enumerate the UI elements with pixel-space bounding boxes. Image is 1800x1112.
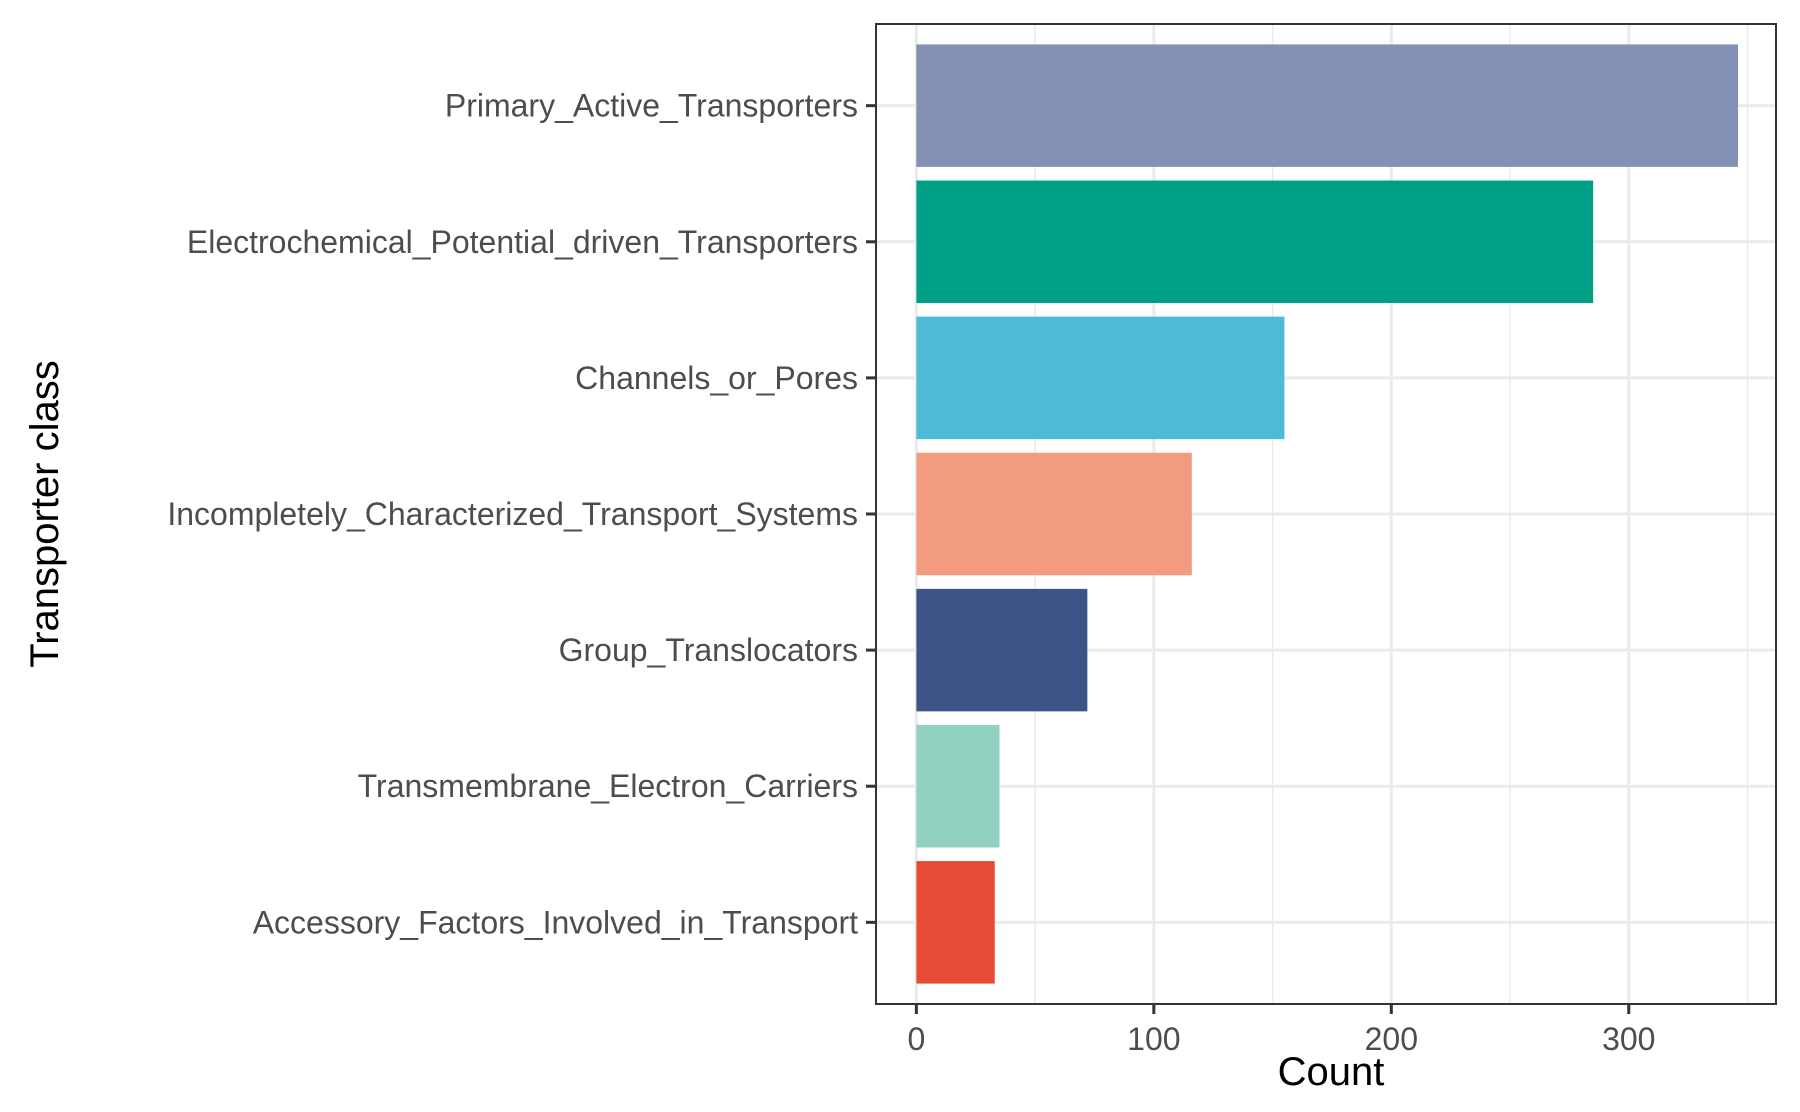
y-axis-title: Transporter class xyxy=(23,360,67,668)
x-tick-label: 300 xyxy=(1602,1021,1655,1057)
y-tick-label: Accessory_Factors_Involved_in_Transport xyxy=(253,904,858,940)
x-tick-label: 100 xyxy=(1127,1021,1180,1057)
x-axis-title: Count xyxy=(1278,1050,1385,1094)
bar xyxy=(916,452,1192,576)
y-tick-label: Primary_Active_Transporters xyxy=(445,88,858,124)
y-tick-label: Transmembrane_Electron_Carriers xyxy=(358,768,858,804)
bar xyxy=(916,180,1594,304)
bar xyxy=(916,588,1088,712)
y-tick-label: Incompletely_Characterized_Transport_Sys… xyxy=(167,496,858,532)
bar xyxy=(916,861,995,984)
bar xyxy=(916,316,1285,440)
x-tick-label: 200 xyxy=(1365,1021,1418,1057)
bars xyxy=(916,44,1739,984)
y-tick-label: Channels_or_Pores xyxy=(575,360,858,396)
x-tick-label: 0 xyxy=(907,1021,925,1057)
bar xyxy=(916,724,1000,848)
y-axis: Primary_Active_Transporters Electrochemic… xyxy=(167,88,876,940)
y-tick-label: Electrochemical_Potential_driven_Transpo… xyxy=(187,224,858,260)
x-axis: 0 100 200 300 xyxy=(907,1004,1655,1057)
y-tick-label: Group_Translocators xyxy=(559,632,858,668)
bar xyxy=(916,44,1739,167)
